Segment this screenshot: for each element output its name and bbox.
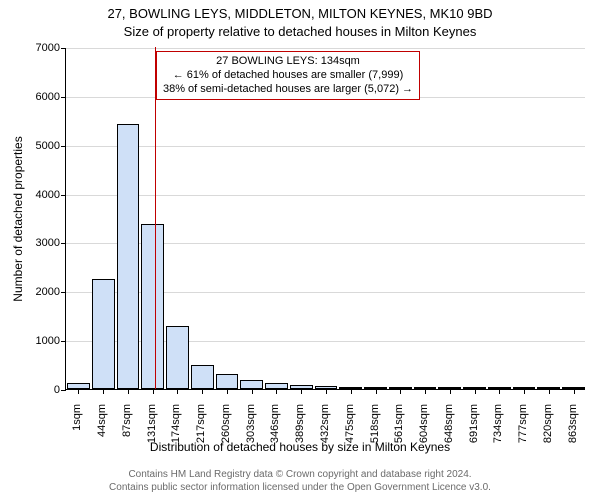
histogram-bar bbox=[92, 279, 115, 389]
ytick-mark bbox=[61, 341, 66, 342]
xtick-mark bbox=[227, 389, 228, 394]
ytick-label: 0 bbox=[10, 384, 60, 396]
footer-line2: Contains public sector information licen… bbox=[0, 482, 600, 495]
xtick-mark bbox=[450, 389, 451, 394]
xtick-mark bbox=[153, 389, 154, 394]
grid-line bbox=[66, 146, 585, 147]
histogram-bar bbox=[216, 374, 239, 389]
ytick-label: 3000 bbox=[10, 237, 60, 249]
xtick-mark bbox=[128, 389, 129, 394]
xtick-mark bbox=[276, 389, 277, 394]
xtick-mark bbox=[574, 389, 575, 394]
grid-line bbox=[66, 195, 585, 196]
chart-title-line2: Size of property relative to detached ho… bbox=[0, 24, 600, 39]
xtick-mark bbox=[177, 389, 178, 394]
ytick-mark bbox=[61, 195, 66, 196]
grid-line bbox=[66, 48, 585, 49]
xtick-mark bbox=[475, 389, 476, 394]
ytick-mark bbox=[61, 97, 66, 98]
ytick-mark bbox=[61, 292, 66, 293]
xtick-mark bbox=[499, 389, 500, 394]
xtick-mark bbox=[252, 389, 253, 394]
xtick-mark bbox=[78, 389, 79, 394]
ytick-label: 7000 bbox=[10, 42, 60, 54]
annotation-line2: ← 61% of detached houses are smaller (7,… bbox=[163, 69, 413, 83]
histogram-bar bbox=[141, 224, 164, 389]
histogram-bar bbox=[166, 326, 189, 389]
ytick-label: 2000 bbox=[10, 286, 60, 298]
plot-area: 27 BOWLING LEYS: 134sqm← 61% of detached… bbox=[65, 48, 585, 390]
chart-title-line1: 27, BOWLING LEYS, MIDDLETON, MILTON KEYN… bbox=[0, 6, 600, 21]
histogram-bar bbox=[240, 380, 263, 389]
xtick-mark bbox=[524, 389, 525, 394]
xtick-mark bbox=[549, 389, 550, 394]
xtick-mark bbox=[202, 389, 203, 394]
footer-attribution: Contains HM Land Registry data © Crown c… bbox=[0, 469, 600, 494]
xtick-mark bbox=[376, 389, 377, 394]
histogram-bar bbox=[191, 365, 214, 389]
annotation-box: 27 BOWLING LEYS: 134sqm← 61% of detached… bbox=[156, 51, 420, 100]
ytick-mark bbox=[61, 390, 66, 391]
xtick-mark bbox=[351, 389, 352, 394]
ytick-label: 1000 bbox=[10, 335, 60, 347]
y-axis-label: Number of detached properties bbox=[11, 136, 25, 301]
footer-line1: Contains HM Land Registry data © Crown c… bbox=[0, 469, 600, 482]
ytick-label: 6000 bbox=[10, 91, 60, 103]
xtick-mark bbox=[103, 389, 104, 394]
xtick-mark bbox=[425, 389, 426, 394]
ytick-mark bbox=[61, 48, 66, 49]
ytick-label: 4000 bbox=[10, 189, 60, 201]
histogram-bar bbox=[117, 124, 140, 389]
xtick-mark bbox=[326, 389, 327, 394]
ytick-label: 5000 bbox=[10, 140, 60, 152]
xtick-mark bbox=[400, 389, 401, 394]
ytick-mark bbox=[61, 243, 66, 244]
ytick-mark bbox=[61, 146, 66, 147]
annotation-line3: 38% of semi-detached houses are larger (… bbox=[163, 83, 413, 97]
annotation-line1: 27 BOWLING LEYS: 134sqm bbox=[163, 55, 413, 69]
xtick-mark bbox=[301, 389, 302, 394]
